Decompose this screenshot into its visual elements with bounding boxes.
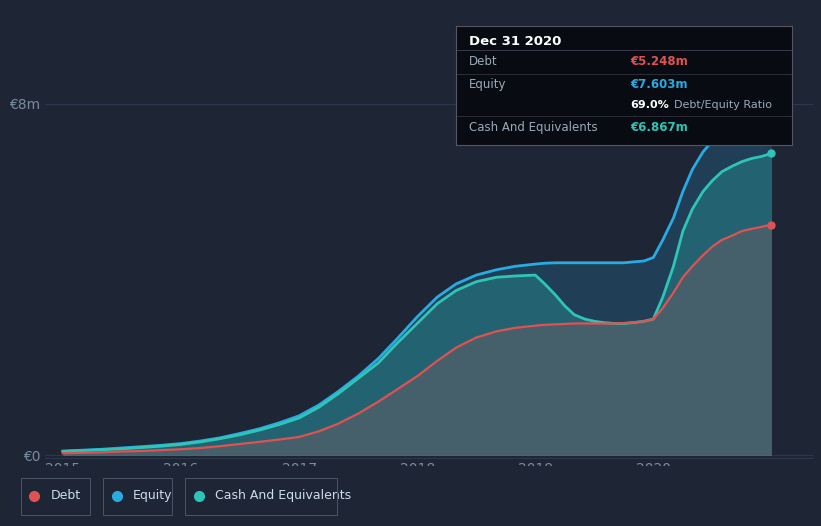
Text: €7.603m: €7.603m [631, 78, 688, 92]
Text: €6.867m: €6.867m [631, 121, 689, 134]
Text: Debt/Equity Ratio: Debt/Equity Ratio [675, 100, 773, 110]
Text: Cash And Equivalents: Cash And Equivalents [469, 121, 598, 134]
Text: 69.0%: 69.0% [631, 100, 669, 110]
Text: Equity: Equity [133, 489, 172, 502]
Text: Debt: Debt [51, 489, 81, 502]
Text: €5.248m: €5.248m [631, 55, 689, 68]
Text: Cash And Equivalents: Cash And Equivalents [215, 489, 351, 502]
Text: Debt: Debt [469, 55, 498, 68]
Text: Equity: Equity [469, 78, 507, 92]
Text: Dec 31 2020: Dec 31 2020 [469, 35, 562, 47]
